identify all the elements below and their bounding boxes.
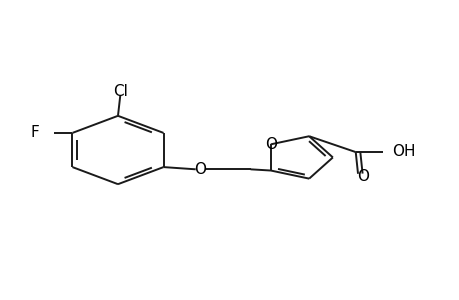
Text: O: O [194,162,206,177]
Text: OH: OH [392,144,415,159]
Text: Cl: Cl [112,84,128,99]
Text: O: O [357,169,369,184]
Text: F: F [30,125,39,140]
Text: O: O [264,137,276,152]
